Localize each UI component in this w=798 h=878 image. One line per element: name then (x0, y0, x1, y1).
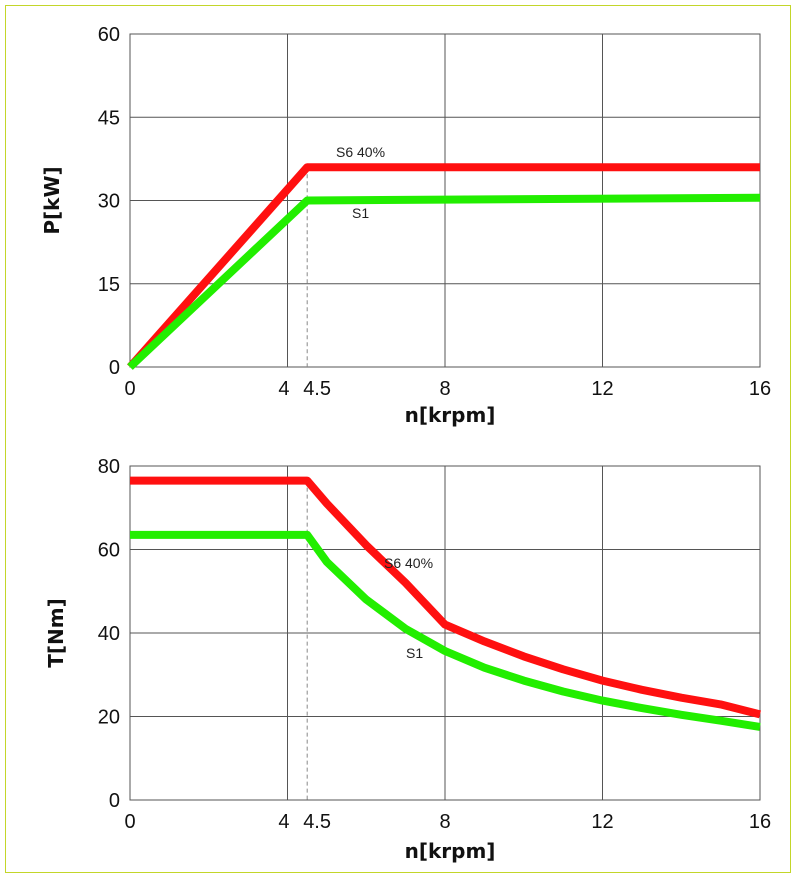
y-tick-label: 40 (98, 623, 120, 645)
x-axis-title: n[krpm] (405, 403, 496, 427)
x-tick-label: 4.5 (303, 811, 331, 833)
chart-frame (5, 5, 791, 873)
y-tick-label: 60 (98, 540, 120, 562)
y-tick-label: 0 (109, 357, 120, 379)
y-axis-title: P[kW] (40, 166, 64, 234)
x-tick-label: 12 (591, 811, 613, 833)
y-tick-label: 80 (98, 456, 120, 478)
y-tick-label: 15 (98, 274, 120, 296)
y-tick-label: 20 (98, 707, 120, 729)
series-label-s1: S1 (352, 205, 369, 221)
series-label-s1: S1 (406, 645, 423, 661)
y-tick-label: 30 (98, 191, 120, 213)
series-label-s6: S6 40% (384, 555, 433, 571)
y-tick-label: 60 (98, 24, 120, 46)
x-tick-label: 0 (124, 378, 135, 400)
x-tick-label: 16 (749, 378, 771, 400)
plot-area-border (129, 465, 761, 801)
series-line-s1 (127, 193, 761, 370)
series-label-s6: S6 40% (336, 144, 385, 160)
x-axis-title: n[krpm] (405, 839, 496, 863)
y-tick-label: 45 (98, 107, 120, 129)
series-line-s1 (130, 530, 761, 731)
series-line-s6 (127, 163, 760, 370)
x-tick-label: 8 (439, 378, 450, 400)
x-tick-label: 4 (278, 811, 289, 833)
series-line-s6 (130, 476, 761, 719)
x-tick-label: 0 (124, 811, 135, 833)
y-axis-title: T[Nm] (44, 598, 68, 668)
x-tick-label: 4.5 (303, 378, 331, 400)
y-tick-label: 0 (109, 790, 120, 812)
x-tick-label: 12 (591, 378, 613, 400)
x-tick-label: 8 (439, 811, 450, 833)
x-tick-label: 4 (278, 378, 289, 400)
x-tick-label: 16 (749, 811, 771, 833)
